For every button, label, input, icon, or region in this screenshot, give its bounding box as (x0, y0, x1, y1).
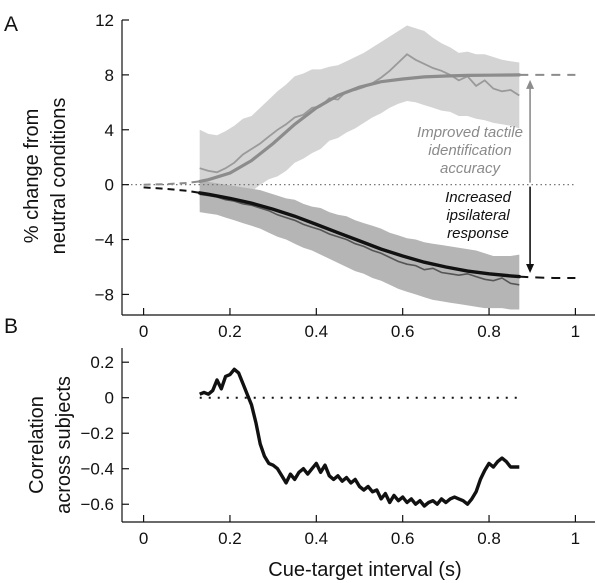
panel-a-plot: −8 −4 0 4 8 12 0 0.2 0.4 0.6 0.8 1 Improved tactile… (95, 11, 595, 341)
panel-b-x-tick-label: 0 (139, 529, 148, 548)
panel-a-ylabel-line2: neutral conditions (48, 98, 70, 255)
x-axis-title: Cue-target interval (s) (268, 559, 461, 581)
panel-b-y-tick-label: −0.6 (80, 495, 114, 514)
panel-a-x-tick-label: 0.2 (218, 322, 242, 341)
annotation-black-line3: response (447, 225, 509, 242)
panel-a-y-tick-label: 12 (95, 11, 114, 30)
annotation-gray-line2: identification (428, 142, 511, 159)
panel-b-plot: −0.6 −0.4 −0.2 0 0.2 0 0.2 0.4 0.6 0.8 1 (80, 348, 595, 548)
ipsilateral-data-line (199, 193, 520, 286)
annotation-black: Increased ipsilateral response (445, 189, 512, 242)
panel-a-arrows (526, 79, 535, 273)
accuracy-band (199, 25, 520, 207)
panel-a-label: A (4, 13, 18, 36)
panel-a-x-tick-label: 0.4 (304, 322, 328, 341)
panel-a-y-tick-label: 0 (105, 176, 114, 195)
annotation-gray-line1: Improved tactile (417, 124, 523, 141)
panel-a-lines (122, 53, 576, 286)
panel-b-y-tick-label: 0 (105, 389, 114, 408)
panel-b-ylabel-line2: across subjects (53, 376, 75, 514)
panel-a-y-tick-label: 4 (105, 121, 114, 140)
panel-b-x-tick-label: 0.4 (304, 529, 328, 548)
annotation-black-line2: ipsilateral (446, 207, 510, 224)
panel-b-y-tick-label: 0.2 (90, 353, 114, 372)
accuracy-arrowhead (526, 79, 535, 89)
panel-b-x-tick-label: 0.6 (391, 529, 415, 548)
panel-a-x-tick-label: 1 (571, 322, 580, 341)
panel-b-y-tick-label: −0.4 (80, 460, 114, 479)
panel-a-x-tick-label: 0.6 (391, 322, 415, 341)
panel-a-y-tick-label: 8 (105, 66, 114, 85)
panel-b-ylabel-line1: Correlation (26, 396, 48, 494)
panel-b-x-tick-label: 0.2 (218, 529, 242, 548)
panel-a-x-tick-label: 0.8 (477, 322, 501, 341)
panel-a-y-tick-label: −4 (95, 231, 114, 250)
panel-a-y-tick-label: −8 (95, 285, 114, 304)
annotation-gray: Improved tactile identification accuracy (417, 124, 523, 177)
panel-b-axes: −0.6 −0.4 −0.2 0 0.2 0 0.2 0.4 0.6 0.8 1 (80, 348, 595, 548)
panel-b-label: B (4, 315, 18, 338)
panel-b-x-tick-label: 1 (571, 529, 580, 548)
ipsilateral-fit-line (198, 191, 521, 279)
annotation-gray-line3: accuracy (440, 160, 502, 177)
panel-b-y-tick-label: −0.2 (80, 424, 114, 443)
panel-b-lines (199, 367, 520, 508)
accuracy-fit-line (198, 73, 521, 183)
panel-a-axes: −8 −4 0 4 8 12 0 0.2 0.4 0.6 0.8 1 (95, 11, 595, 341)
ipsilateral-fit-line-extrap-right (519, 275, 576, 279)
annotation-black-line1: Increased (445, 189, 512, 206)
accuracy-fit-line-extrap-left (143, 180, 200, 186)
ipsilateral-fit-line-extrap-left (143, 186, 200, 194)
ipsilateral-arrowhead (526, 263, 535, 273)
panel-b-x-tick-label: 0.8 (477, 529, 501, 548)
panel-a-x-tick-label: 0 (139, 322, 148, 341)
panel-a-ylabel-line1: % change from (21, 109, 43, 244)
correlation-line (199, 367, 520, 508)
